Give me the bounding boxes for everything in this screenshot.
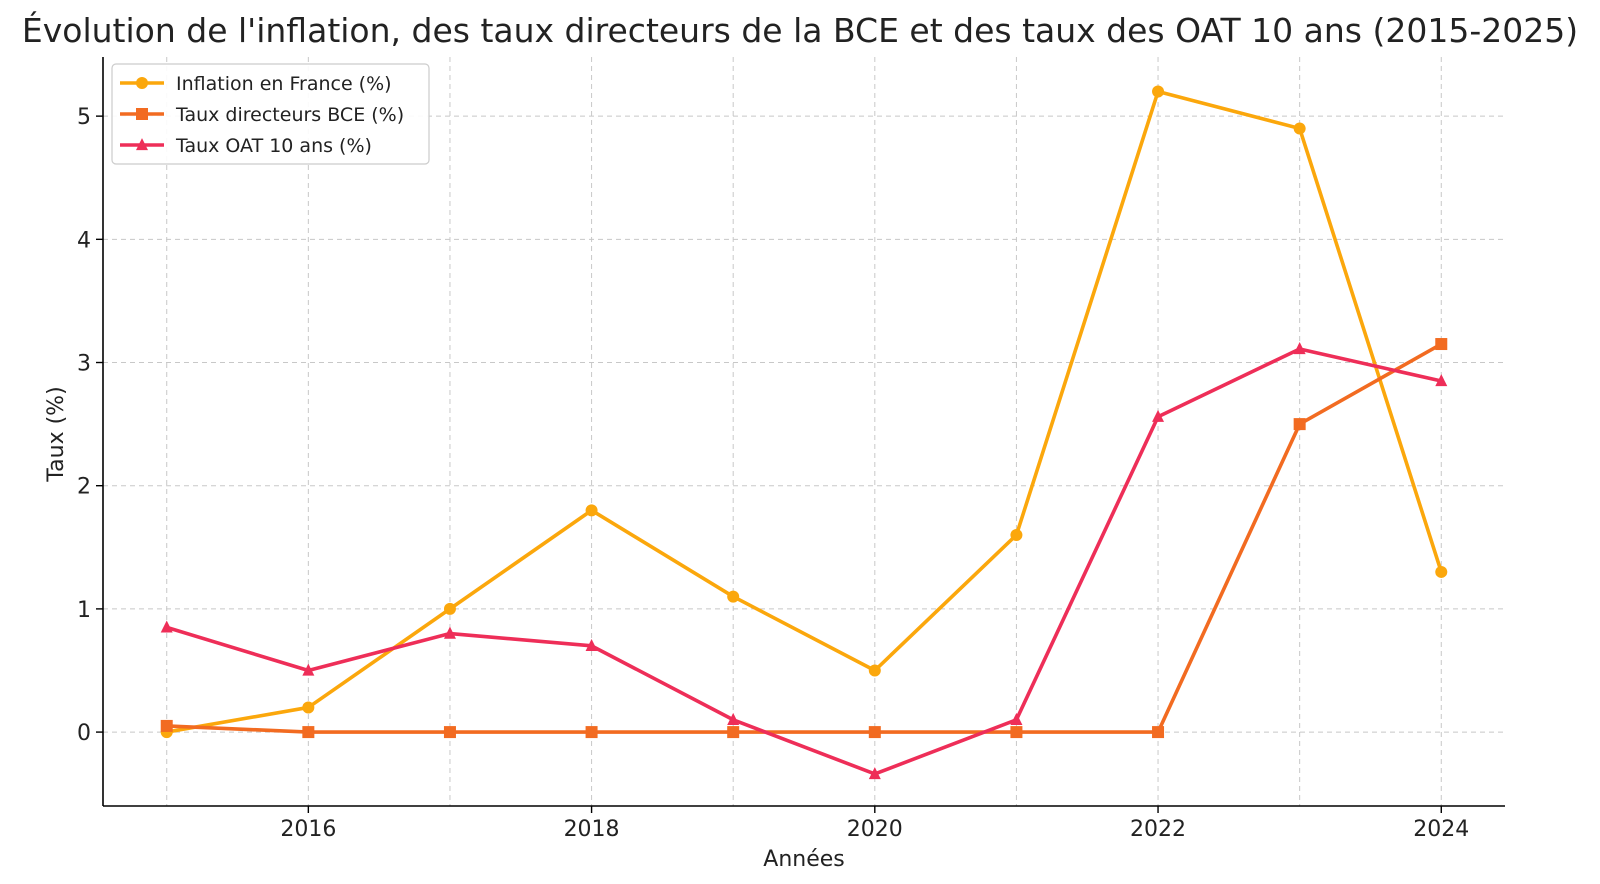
data-point [443, 626, 456, 639]
series-3 [160, 342, 1448, 780]
legend-label: Taux OAT 10 ans (%) [175, 135, 372, 157]
data-point [727, 590, 740, 603]
grid [103, 57, 1505, 806]
data-point [160, 620, 173, 633]
series-1 [160, 85, 1448, 739]
legend-box [111, 63, 430, 165]
data-point [302, 701, 315, 714]
data-point [1152, 85, 1165, 98]
legend-label: Inflation en France (%) [176, 73, 392, 95]
axes: 2016 2018 2020 2022 2024 0 1 2 3 4 5 [77, 57, 1505, 842]
series-line [166, 89, 1443, 734]
x-tick-label: 2018 [564, 817, 620, 842]
data-point [868, 767, 881, 780]
legend-item: Inflation en France (%) [120, 73, 392, 95]
y-tick-label: 0 [77, 721, 91, 746]
chart-title: Évolution de l'inflation, des taux direc… [22, 10, 1578, 50]
y-tick-label: 5 [77, 105, 91, 130]
data-point [868, 726, 881, 739]
data-point [1152, 726, 1165, 739]
x-tick-label: 2016 [280, 817, 336, 842]
legend-swatch-marker [136, 138, 148, 151]
data-point [1293, 418, 1306, 431]
legend-item: Taux OAT 10 ans (%) [120, 135, 372, 157]
series-line [166, 347, 1442, 776]
data-point [443, 726, 456, 739]
series-2 [160, 338, 1448, 739]
series-line [166, 342, 1443, 734]
x-tick-label: 2022 [1130, 817, 1186, 842]
y-tick-label: 2 [77, 475, 91, 500]
data-point [1435, 565, 1448, 578]
data-point [1010, 726, 1023, 739]
data-point [585, 638, 598, 652]
data-point [443, 602, 456, 615]
legend-label: Taux directeurs BCE (%) [175, 104, 404, 126]
data-point [1435, 374, 1448, 387]
data-point [868, 664, 881, 677]
x-axis-label: Années [763, 847, 844, 872]
legend-item: Taux directeurs BCE (%) [120, 104, 404, 126]
data-point [585, 726, 598, 739]
data-point [1293, 342, 1306, 355]
legend-swatch-marker [136, 108, 148, 120]
data-point [302, 726, 315, 739]
data-point [727, 726, 740, 739]
data-point [1152, 409, 1165, 422]
y-tick-label: 3 [77, 352, 91, 377]
x-tick-label: 2020 [847, 817, 903, 842]
data-point [585, 504, 598, 517]
y-tick-label: 4 [77, 228, 91, 253]
y-axis-label: Taux (%) [44, 386, 69, 482]
legend: Inflation en France (%) Taux directeurs B… [111, 63, 430, 165]
series-group [160, 85, 1448, 780]
data-point [1010, 528, 1023, 541]
y-tick-label: 1 [77, 598, 91, 623]
data-point [160, 719, 173, 732]
x-tick-label: 2024 [1413, 817, 1469, 842]
data-point [727, 712, 740, 725]
legend-swatch-marker [136, 77, 148, 89]
data-point [1010, 712, 1023, 725]
data-point [1435, 338, 1448, 351]
data-point [1293, 122, 1306, 135]
data-point [302, 663, 315, 676]
